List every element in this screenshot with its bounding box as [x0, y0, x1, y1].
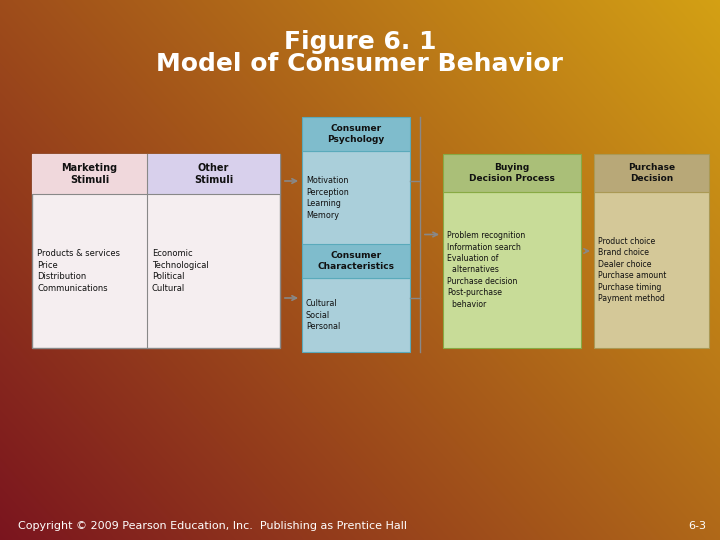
- Text: Problem recognition
Information search
Evaluation of
  alternatives
Purchase dec: Problem recognition Information search E…: [447, 231, 526, 309]
- Bar: [594, 154, 709, 192]
- Bar: [443, 154, 581, 192]
- Bar: [32, 154, 147, 194]
- Text: Motivation
Perception
Learning
Memory: Motivation Perception Learning Memory: [306, 177, 348, 220]
- Text: Model of Consumer Behavior: Model of Consumer Behavior: [156, 52, 564, 76]
- Text: Purchase
Decision: Purchase Decision: [628, 163, 675, 183]
- Text: Consumer
Characteristics: Consumer Characteristics: [318, 251, 395, 271]
- Text: Consumer
Psychology: Consumer Psychology: [328, 124, 384, 144]
- Bar: [302, 244, 410, 278]
- Text: Buying
Decision Process: Buying Decision Process: [469, 163, 555, 183]
- Text: 6-3: 6-3: [688, 521, 706, 531]
- Bar: [147, 154, 280, 194]
- Text: Cultural
Social
Personal: Cultural Social Personal: [306, 299, 341, 331]
- Text: Copyright © 2009 Pearson Education, Inc.  Publishing as Prentice Hall: Copyright © 2009 Pearson Education, Inc.…: [18, 521, 407, 531]
- Bar: [302, 278, 410, 352]
- Bar: [302, 151, 410, 245]
- Bar: [594, 192, 709, 348]
- Text: Product choice
Brand choice
Dealer choice
Purchase amount
Purchase timing
Paymen: Product choice Brand choice Dealer choic…: [598, 237, 667, 303]
- Text: Other
Stimuli: Other Stimuli: [194, 163, 233, 185]
- Text: Economic
Technological
Political
Cultural: Economic Technological Political Cultura…: [152, 249, 209, 293]
- Bar: [302, 117, 410, 151]
- Text: Figure 6. 1: Figure 6. 1: [284, 30, 436, 54]
- Text: Marketing
Stimuli: Marketing Stimuli: [61, 163, 117, 185]
- Text: Products & services
Price
Distribution
Communications: Products & services Price Distribution C…: [37, 249, 120, 293]
- Bar: [32, 154, 280, 348]
- Bar: [443, 192, 581, 348]
